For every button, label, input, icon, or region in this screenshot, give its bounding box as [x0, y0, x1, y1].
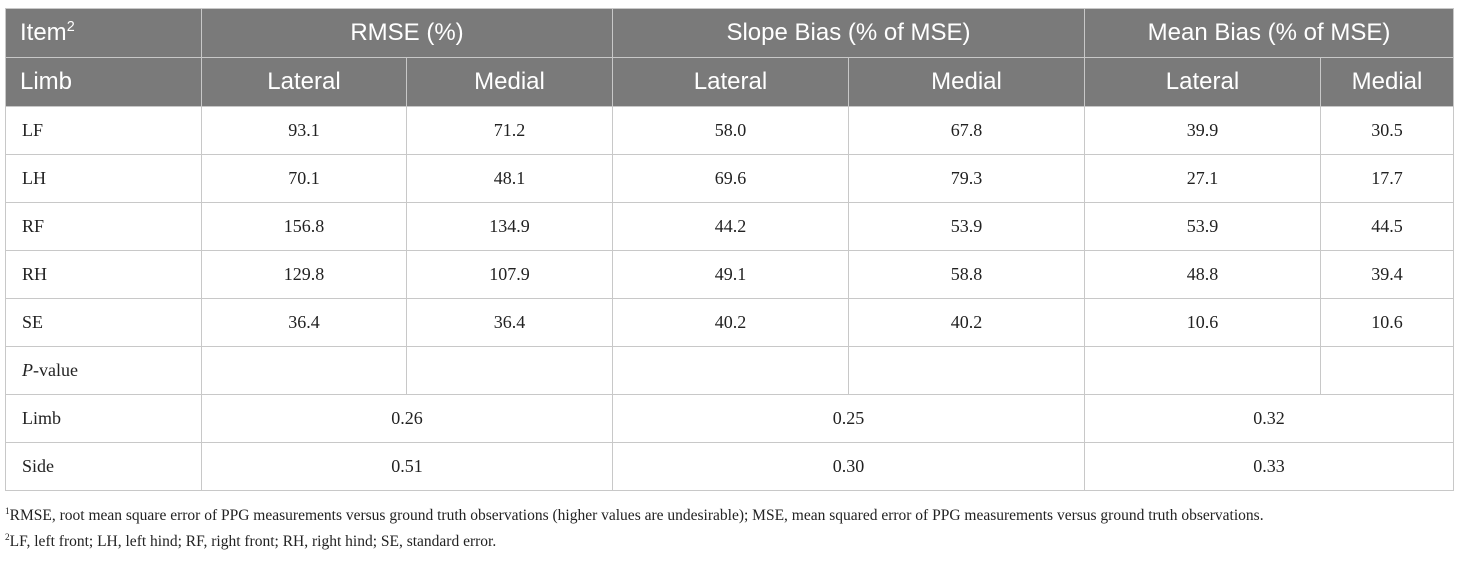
table-cell: 44.5	[1320, 202, 1454, 251]
pvalue-cell: 0.26	[201, 394, 613, 443]
row-label: RF	[5, 202, 202, 251]
table-cell: 129.8	[201, 250, 407, 299]
pvalue-row: Side 0.51 0.30 0.33	[5, 442, 1454, 491]
pvalue-cell: 0.33	[1084, 442, 1454, 491]
pvalue-cell: 0.51	[201, 442, 613, 491]
table-cell: 27.1	[1084, 154, 1321, 203]
header-item: Item2	[5, 8, 202, 58]
pvalue-cell: 0.30	[612, 442, 1085, 491]
header-item-label: Item	[20, 19, 67, 46]
empty-cell	[201, 346, 407, 395]
footnote-mark: 1	[5, 506, 10, 517]
table-cell: 36.4	[201, 298, 407, 347]
header-subcol: Lateral	[201, 57, 407, 107]
header-item-footnote-mark: 2	[66, 19, 75, 35]
header-subcol: Medial	[406, 57, 613, 107]
results-table-container: Item2 RMSE (%) Slope Bias (% of MSE) Mea…	[5, 8, 1454, 491]
footnote-text: RMSE, root mean square error of PPG meas…	[9, 507, 1264, 524]
table-row: SE 36.4 36.4 40.2 40.2 10.6 10.6	[5, 298, 1454, 347]
table-cell: 67.8	[848, 106, 1085, 155]
table-cell: 49.1	[612, 250, 849, 299]
header-subcol: Lateral	[1084, 57, 1321, 107]
header-limb: Limb	[5, 57, 202, 107]
empty-cell	[406, 346, 613, 395]
empty-cell	[612, 346, 849, 395]
footnote: 1RMSE, root mean square error of PPG mea…	[5, 505, 1455, 527]
header-subcol: Medial	[848, 57, 1085, 107]
pvalue-section-row: P-value	[5, 346, 1454, 395]
table-cell: 40.2	[848, 298, 1085, 347]
footnote-text: LF, left front; LH, left hind; RF, right…	[9, 533, 497, 550]
header-row-groups: Item2 RMSE (%) Slope Bias (% of MSE) Mea…	[5, 8, 1454, 58]
footnote-mark: 2	[5, 532, 10, 543]
table-cell: 156.8	[201, 202, 407, 251]
empty-cell	[1084, 346, 1321, 395]
header-subcol: Lateral	[612, 57, 849, 107]
table-cell: 48.1	[406, 154, 613, 203]
row-label: LF	[5, 106, 202, 155]
table-cell: 53.9	[1084, 202, 1321, 251]
header-group-rmse: RMSE (%)	[201, 8, 613, 58]
row-label: RH	[5, 250, 202, 299]
table-cell: 69.6	[612, 154, 849, 203]
table-row: LH 70.1 48.1 69.6 79.3 27.1 17.7	[5, 154, 1454, 203]
table-cell: 36.4	[406, 298, 613, 347]
table-cell: 17.7	[1320, 154, 1454, 203]
table-cell: 39.4	[1320, 250, 1454, 299]
header-group-slope-bias: Slope Bias (% of MSE)	[612, 8, 1085, 58]
table-cell: 58.0	[612, 106, 849, 155]
pvalue-label-rest: -value	[33, 360, 78, 380]
table-cell: 53.9	[848, 202, 1085, 251]
table-cell: 30.5	[1320, 106, 1454, 155]
header-group-mean-bias: Mean Bias (% of MSE)	[1084, 8, 1454, 58]
empty-cell	[848, 346, 1085, 395]
header-row-subcols: Limb Lateral Medial Lateral Medial Later…	[5, 57, 1454, 107]
table-cell: 79.3	[848, 154, 1085, 203]
header-subcol: Medial	[1320, 57, 1454, 107]
row-label: SE	[5, 298, 202, 347]
table-cell: 10.6	[1084, 298, 1321, 347]
table-cell: 10.6	[1320, 298, 1454, 347]
pvalue-row-label: Limb	[5, 394, 202, 443]
table-cell: 107.9	[406, 250, 613, 299]
table-cell: 93.1	[201, 106, 407, 155]
table-cell: 134.9	[406, 202, 613, 251]
table-cell: 48.8	[1084, 250, 1321, 299]
pvalue-cell: 0.25	[612, 394, 1085, 443]
pvalue-row: Limb 0.26 0.25 0.32	[5, 394, 1454, 443]
table-cell: 40.2	[612, 298, 849, 347]
pvalue-section-label: P-value	[5, 346, 202, 395]
pvalue-italic-p: P	[22, 360, 33, 380]
pvalue-row-label: Side	[5, 442, 202, 491]
pvalue-cell: 0.32	[1084, 394, 1454, 443]
row-label: LH	[5, 154, 202, 203]
table-cell: 39.9	[1084, 106, 1321, 155]
table-cell: 71.2	[406, 106, 613, 155]
empty-cell	[1320, 346, 1454, 395]
table-footnotes: 1RMSE, root mean square error of PPG mea…	[5, 505, 1455, 557]
results-table: Item2 RMSE (%) Slope Bias (% of MSE) Mea…	[5, 8, 1454, 491]
table-row: RH 129.8 107.9 49.1 58.8 48.8 39.4	[5, 250, 1454, 299]
table-row: RF 156.8 134.9 44.2 53.9 53.9 44.5	[5, 202, 1454, 251]
table-cell: 58.8	[848, 250, 1085, 299]
footnote: 2LF, left front; LH, left hind; RF, righ…	[5, 531, 1455, 553]
table-cell: 70.1	[201, 154, 407, 203]
table-cell: 44.2	[612, 202, 849, 251]
table-row: LF 93.1 71.2 58.0 67.8 39.9 30.5	[5, 106, 1454, 155]
